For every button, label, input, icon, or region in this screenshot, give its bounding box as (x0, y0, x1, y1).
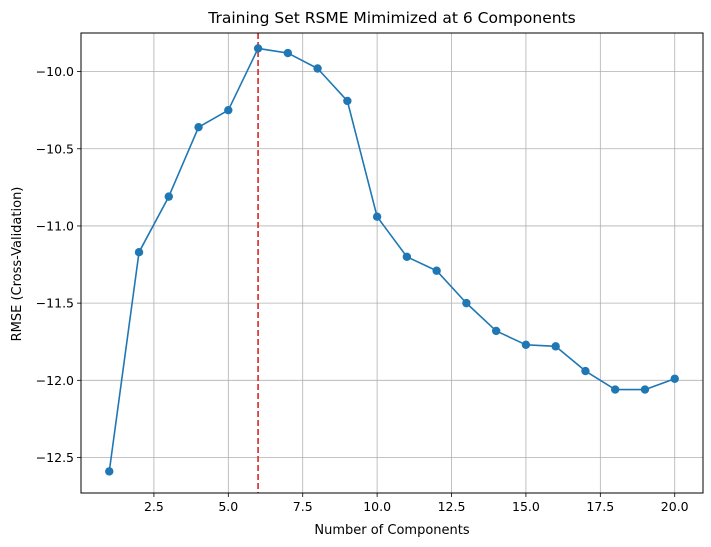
data-point (134, 247, 144, 257)
data-point (581, 366, 590, 376)
x-axis-label: Number of Components (314, 523, 469, 538)
series-layer (105, 44, 679, 476)
data-point (105, 467, 114, 476)
y-tick-label: −12.5 (36, 450, 74, 465)
plot-frame (80, 32, 704, 494)
data-point (313, 64, 322, 73)
data-point (372, 212, 382, 221)
data-point (670, 374, 679, 383)
y-tick-label: −11.5 (36, 296, 74, 311)
x-tick-label: 15.0 (512, 499, 540, 514)
y-tick-label: −12.0 (36, 373, 74, 388)
data-point (253, 44, 263, 53)
data-point (432, 266, 441, 275)
data-point (164, 192, 173, 201)
x-tick-label: 20.0 (661, 499, 689, 514)
data-point (402, 252, 412, 262)
x-tick-label: 7.5 (293, 499, 313, 514)
x-tick-label: 10.0 (363, 499, 391, 514)
series-line (108, 47, 676, 472)
y-axis: −10.0 −10.5 −11.0 −11.5 −12.0 −12.5 (36, 64, 81, 465)
data-point (521, 340, 531, 350)
data-point (611, 385, 620, 394)
y-tick-label: −10.5 (36, 141, 74, 156)
data-point (194, 122, 203, 132)
data-point (343, 96, 352, 106)
data-point (224, 105, 233, 115)
x-tick-label: 2.5 (144, 499, 164, 514)
data-point (283, 48, 293, 58)
x-tick-label: 12.5 (438, 499, 466, 514)
y-axis-label: RMSE (Cross-Validation) (10, 187, 25, 342)
x-axis: 2.5 5.0 7.5 10.0 12.5 15.0 17.5 20.0 (144, 493, 689, 514)
data-point (640, 385, 650, 394)
y-tick-label: −11.0 (36, 218, 74, 233)
grid (81, 33, 703, 493)
chart-title: Training Set RSME Mimimized at 6 Compone… (207, 9, 575, 27)
y-tick-label: −10.0 (36, 64, 74, 79)
data-point (491, 326, 501, 336)
data-point (462, 298, 471, 308)
data-point (551, 342, 560, 351)
x-tick-label: 17.5 (586, 499, 614, 514)
x-tick-label: 5.0 (218, 499, 238, 514)
